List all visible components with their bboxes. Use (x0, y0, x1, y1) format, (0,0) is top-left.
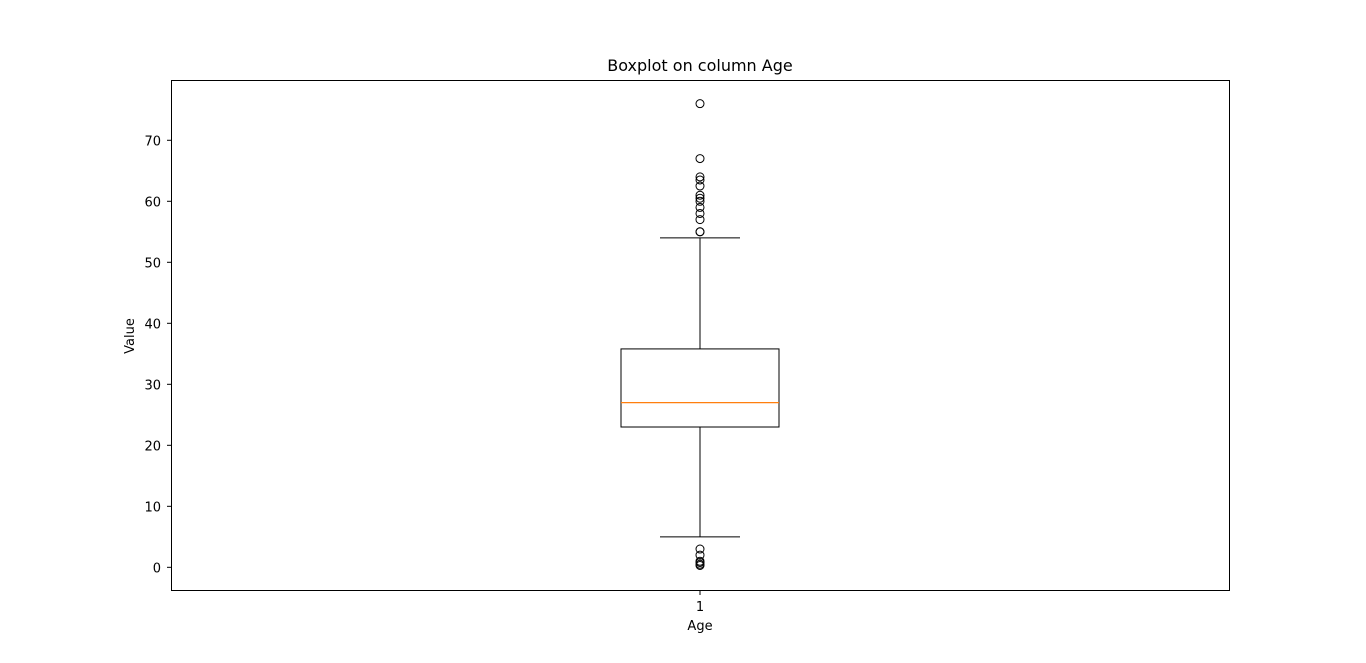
y-axis: 0 10 20 30 40 50 60 70 (144, 134, 172, 576)
outlier-point (695, 215, 705, 225)
y-tick-label: 70 (144, 134, 161, 149)
x-axis-label: Age (687, 619, 712, 634)
outlier-point (695, 227, 705, 237)
outlier-point (695, 550, 705, 560)
outlier-point (695, 175, 705, 185)
iqr-box (620, 348, 780, 428)
x-axis: 1 (696, 590, 704, 615)
chart-title: Boxplot on column Age (607, 56, 792, 75)
y-tick-label: 0 (153, 561, 161, 576)
y-axis-label: Value (123, 318, 138, 354)
outlier-point (695, 544, 705, 554)
box-group (620, 237, 780, 538)
y-tick-label: 40 (144, 317, 161, 332)
outlier-point (695, 560, 705, 570)
outlier-point (695, 193, 705, 203)
outlier-point (695, 181, 705, 191)
outlier-point (695, 99, 705, 109)
x-tick-label: 1 (696, 600, 704, 615)
y-tick-label: 60 (144, 195, 161, 210)
y-tick-label: 50 (144, 256, 161, 271)
outlier-point (695, 208, 705, 218)
y-tick-label: 10 (144, 500, 161, 515)
outliers (695, 99, 705, 570)
outlier-point (695, 190, 705, 200)
outlier-point (695, 202, 705, 212)
outlier-point (695, 196, 705, 206)
outlier-point (695, 172, 705, 182)
y-tick-label: 20 (144, 439, 161, 454)
outlier-point (695, 154, 705, 164)
y-tick-label: 30 (144, 378, 161, 393)
